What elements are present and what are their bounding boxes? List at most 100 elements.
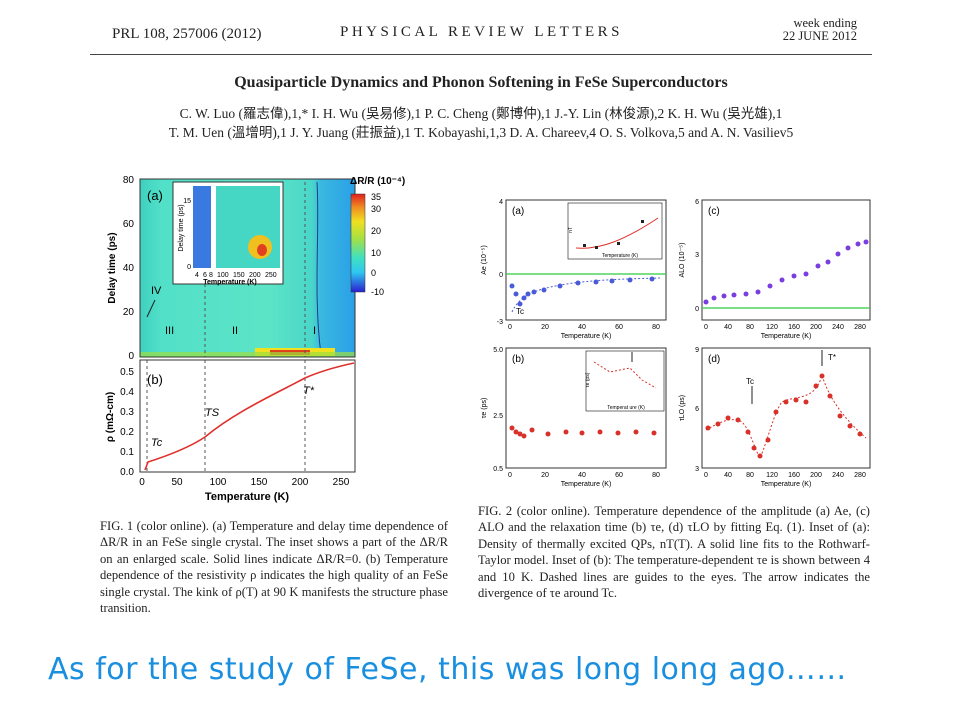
fig2c-point <box>863 239 869 245</box>
fig1b-xtick: 200 <box>292 477 309 488</box>
fig2a-xtick: 60 <box>615 324 623 331</box>
fig1a-cbar-tick: 20 <box>371 226 381 236</box>
fig2a-inset-point <box>595 246 598 249</box>
fig2b-point <box>513 429 519 435</box>
fig1a-ytick: 80 <box>123 175 135 186</box>
fig2c-xtick: 80 <box>746 324 754 331</box>
fig1b-xtick: 50 <box>171 477 183 488</box>
journal-name: PHYSICAL REVIEW LETTERS <box>340 24 623 40</box>
fig1b-ytick: 0.3 <box>120 407 134 418</box>
fig2c-points <box>703 239 869 305</box>
slide-footer-text: As for the study of FeSe, this was long … <box>48 652 847 687</box>
fig1b-xtick: 0 <box>139 477 145 488</box>
fig2c-xlabel: Temperature (K) <box>761 333 812 340</box>
fig1a-cbar-tick: -10 <box>371 287 384 297</box>
fig2d-xtick: 0 <box>704 472 708 479</box>
fig2c-ylabel: ALO (10⁻⁵) <box>679 243 686 278</box>
fig1b-ytick: 0.2 <box>120 427 134 438</box>
fig2c-xtick: 200 <box>810 324 822 331</box>
fig1b-xtick: 250 <box>333 477 350 488</box>
fig2d-points <box>705 373 863 459</box>
fig1a-contour <box>316 181 322 356</box>
fig2a-point <box>627 277 633 283</box>
fig2d-point <box>857 431 863 437</box>
fig2b-point <box>651 430 657 436</box>
fig2b-point <box>545 431 551 437</box>
fig1b-resistivity-curve <box>144 362 355 471</box>
fig2d-xtick: 280 <box>854 472 866 479</box>
fig1a-inset-xlabel: Temperature (K) <box>203 279 257 286</box>
fig2a-point <box>541 287 547 293</box>
fig2a-xtick: 0 <box>508 324 512 331</box>
fig1a-ytick: 20 <box>123 307 135 318</box>
fig2c-point <box>743 291 749 297</box>
author-line-2: T. M. Uen (溫增明),1 J. Y. Juang (莊振益),1 T.… <box>168 125 794 140</box>
fig2a-label: (a) <box>512 206 524 217</box>
fig2d-ytick: 9 <box>695 347 699 354</box>
fig1a-inset-xtick: 8 <box>209 272 213 279</box>
fig2a-ytick: 4 <box>499 199 503 206</box>
fig2d-point <box>725 415 731 421</box>
fig1a-inset-ytick: 15 <box>183 198 191 205</box>
header-rule <box>90 54 872 55</box>
fig1a-bottom-band <box>140 352 355 357</box>
fig1a-inset-hotcore <box>257 244 267 256</box>
fig2c-point <box>825 259 831 265</box>
fig1a-region-ii: II <box>232 325 238 337</box>
fig2b-points <box>509 425 657 439</box>
fig2d-point <box>745 429 751 435</box>
fig2a-xlabel: Temperature (K) <box>561 333 612 340</box>
fig2a-xtick: 80 <box>652 324 660 331</box>
fig2d-point <box>773 409 779 415</box>
fig2a-inset-point <box>583 244 586 247</box>
fig2b-xtick: 40 <box>578 472 586 479</box>
fig2c-point <box>803 271 809 277</box>
fig2d-xtick: 200 <box>810 472 822 479</box>
fig1a-inset-ytick: 0 <box>187 264 191 271</box>
fig2a-point <box>525 291 531 297</box>
fig1b-annot-tc: Tc <box>151 437 163 449</box>
fig1b-frame <box>139 359 356 473</box>
fig2b-xtick: 60 <box>615 472 623 479</box>
fig1a-inset-left-map <box>193 186 211 268</box>
fig2d-point <box>837 413 843 419</box>
fig2d-point <box>793 397 799 403</box>
fig2b-inset-xlabel: Temperat ure (K) <box>607 405 645 411</box>
fig1a-inset-xtick: 100 <box>217 272 229 279</box>
fig2b-ytick: 0.5 <box>493 466 503 473</box>
fig1-graphic: (a) IV III II I 80 60 40 20 0 Delay time… <box>105 175 405 503</box>
fig2a-point <box>609 278 615 284</box>
fig2a-point <box>649 276 655 282</box>
fig2c-point <box>711 295 717 301</box>
fig2b-ytick: 5.0 <box>493 347 503 354</box>
fig2-caption: FIG. 2 (color online). Temperature depen… <box>478 504 870 601</box>
fig2c-point <box>835 251 841 257</box>
fig2a-inset <box>567 202 663 260</box>
fig1a-cbar-tick: 35 <box>371 192 381 202</box>
fig2c-point <box>703 299 709 305</box>
fig2d-xtick: 160 <box>788 472 800 479</box>
fig2a-xtick: 40 <box>578 324 586 331</box>
fig1a-ylabel: Delay time (ps) <box>107 232 118 303</box>
fig2d-ytick: 6 <box>695 406 699 413</box>
fig1a-inset-ylabel: Delay time (ps) <box>178 204 185 251</box>
fig2c-xtick: 160 <box>788 324 800 331</box>
fig2d-point <box>813 383 819 389</box>
fig2c-point <box>767 283 773 289</box>
fig2b-point <box>615 430 621 436</box>
journal-ref: PRL 108, 257006 (2012) <box>112 26 262 42</box>
fig2c-point <box>731 292 737 298</box>
fig1a-cbar-tick: 0 <box>371 268 376 278</box>
fig1b-ytick: 0.0 <box>120 467 134 478</box>
fig1a-colorbar-title: ΔR/R (10⁻⁴) <box>350 176 405 187</box>
fig2d-point <box>735 417 741 423</box>
fig2a-point <box>593 279 599 285</box>
fig2d-xtick: 80 <box>746 472 754 479</box>
fig2b-point <box>529 427 535 433</box>
fig2d-point <box>757 453 763 459</box>
fig2d-point <box>751 445 757 451</box>
fig1a-region-iv: IV <box>151 285 162 297</box>
fig2a-annot-tc: Tc <box>516 307 524 316</box>
fig2b-point <box>563 429 569 435</box>
fig2d-annot-tstar: T* <box>828 353 836 362</box>
